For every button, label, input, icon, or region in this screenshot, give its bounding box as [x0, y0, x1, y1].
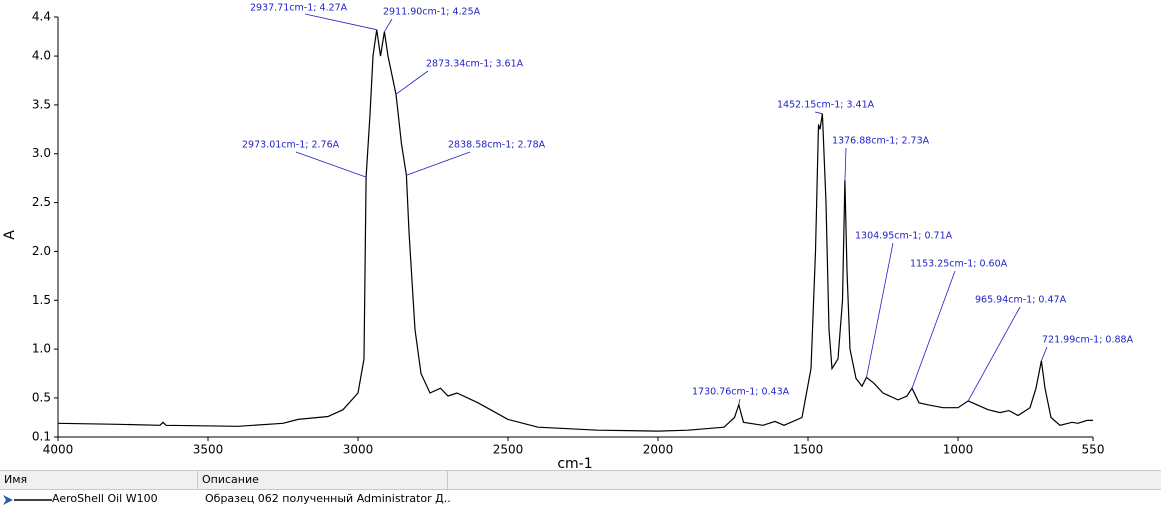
header-cell[interactable]: Описание [198, 471, 448, 489]
annotation-label: 965.94cm-1; 0.47A [975, 295, 1067, 306]
annotation-label: 1153.25cm-1; 0.60A [910, 259, 1008, 270]
annotation-leader [406, 151, 471, 176]
annotation-label: 2937.71cm-1; 4.27A [250, 3, 348, 14]
annotation-leader [295, 151, 367, 178]
x-tick-label: 1500 [793, 443, 824, 457]
annotation-leader [967, 306, 1021, 402]
annotation-label: 2973.01cm-1; 2.76A [242, 140, 340, 151]
annotation-leader [395, 70, 429, 95]
annotation-label: 1304.95cm-1; 0.71A [855, 231, 953, 242]
annotation-leader [911, 270, 956, 389]
y-tick-label: 2.5 [32, 195, 51, 209]
annotation-leader [814, 111, 823, 115]
annotation-leader [384, 18, 393, 32]
x-axis-label: cm-1 [557, 456, 592, 470]
spectrum-line [57, 29, 1093, 432]
annotation-leader [1041, 346, 1048, 361]
y-tick-label: 4.0 [32, 49, 51, 63]
annotation-label: 2911.90cm-1; 4.25A [383, 7, 481, 18]
x-tick-label: 3500 [193, 443, 224, 457]
table-row[interactable]: AeroShell Oil W100 Образец 062 полученны… [0, 490, 1161, 509]
series-description: Образец 062 полученный Administrator Д..… [205, 492, 451, 505]
y-tick-label: 1.0 [32, 342, 51, 356]
chart: A cm-1 0.1 0.5 1.0 1.5 2.0 2.5 3.0 3.5 4.0 4.4 400… [2, 3, 1134, 473]
y-tick-label: 0.5 [32, 390, 51, 404]
annotation-leader [866, 242, 894, 378]
annotation-label: 1452.15cm-1; 3.41A [777, 100, 875, 111]
x-tick-label: 2500 [493, 443, 524, 457]
y-axis-label: A [2, 230, 18, 240]
annotation-label: 1376.88cm-1; 2.73A [832, 136, 930, 147]
y-tick-label: 0.1 [32, 430, 51, 444]
series-icon [3, 495, 52, 505]
x-tick-label: 3000 [343, 443, 374, 457]
table-header: Имя Описание [0, 470, 1161, 490]
annotation-label: 2838.58cm-1; 2.78A [448, 140, 546, 151]
annotation-label: 2873.34cm-1; 3.61A [426, 59, 524, 70]
x-tick-label: 1000 [943, 443, 974, 457]
y-tick-label: 1.5 [32, 293, 51, 307]
annotation-leader [738, 398, 741, 405]
y-tick-label: 3.0 [32, 146, 51, 160]
x-tick-label: 2000 [643, 443, 674, 457]
annotation-label: 1730.76cm-1; 0.43A [692, 387, 790, 398]
x-tick-label: 4000 [43, 443, 74, 457]
series-name: AeroShell Oil W100 [52, 492, 158, 505]
y-tick-label: 2.0 [32, 244, 51, 258]
header-cell[interactable]: Имя [0, 471, 198, 489]
y-tick-label: 3.5 [32, 97, 51, 111]
legend-table: Имя Описание AeroShell Oil W100 Образец … [0, 470, 1161, 509]
x-tick-label: 550 [1082, 443, 1105, 457]
annotation-leader [844, 147, 847, 181]
y-tick-label: 4.4 [32, 10, 51, 24]
annotation-leader [304, 13, 377, 31]
annotation-label: 721.99cm-1; 0.88A [1042, 335, 1134, 346]
row-arrow [3, 495, 13, 505]
